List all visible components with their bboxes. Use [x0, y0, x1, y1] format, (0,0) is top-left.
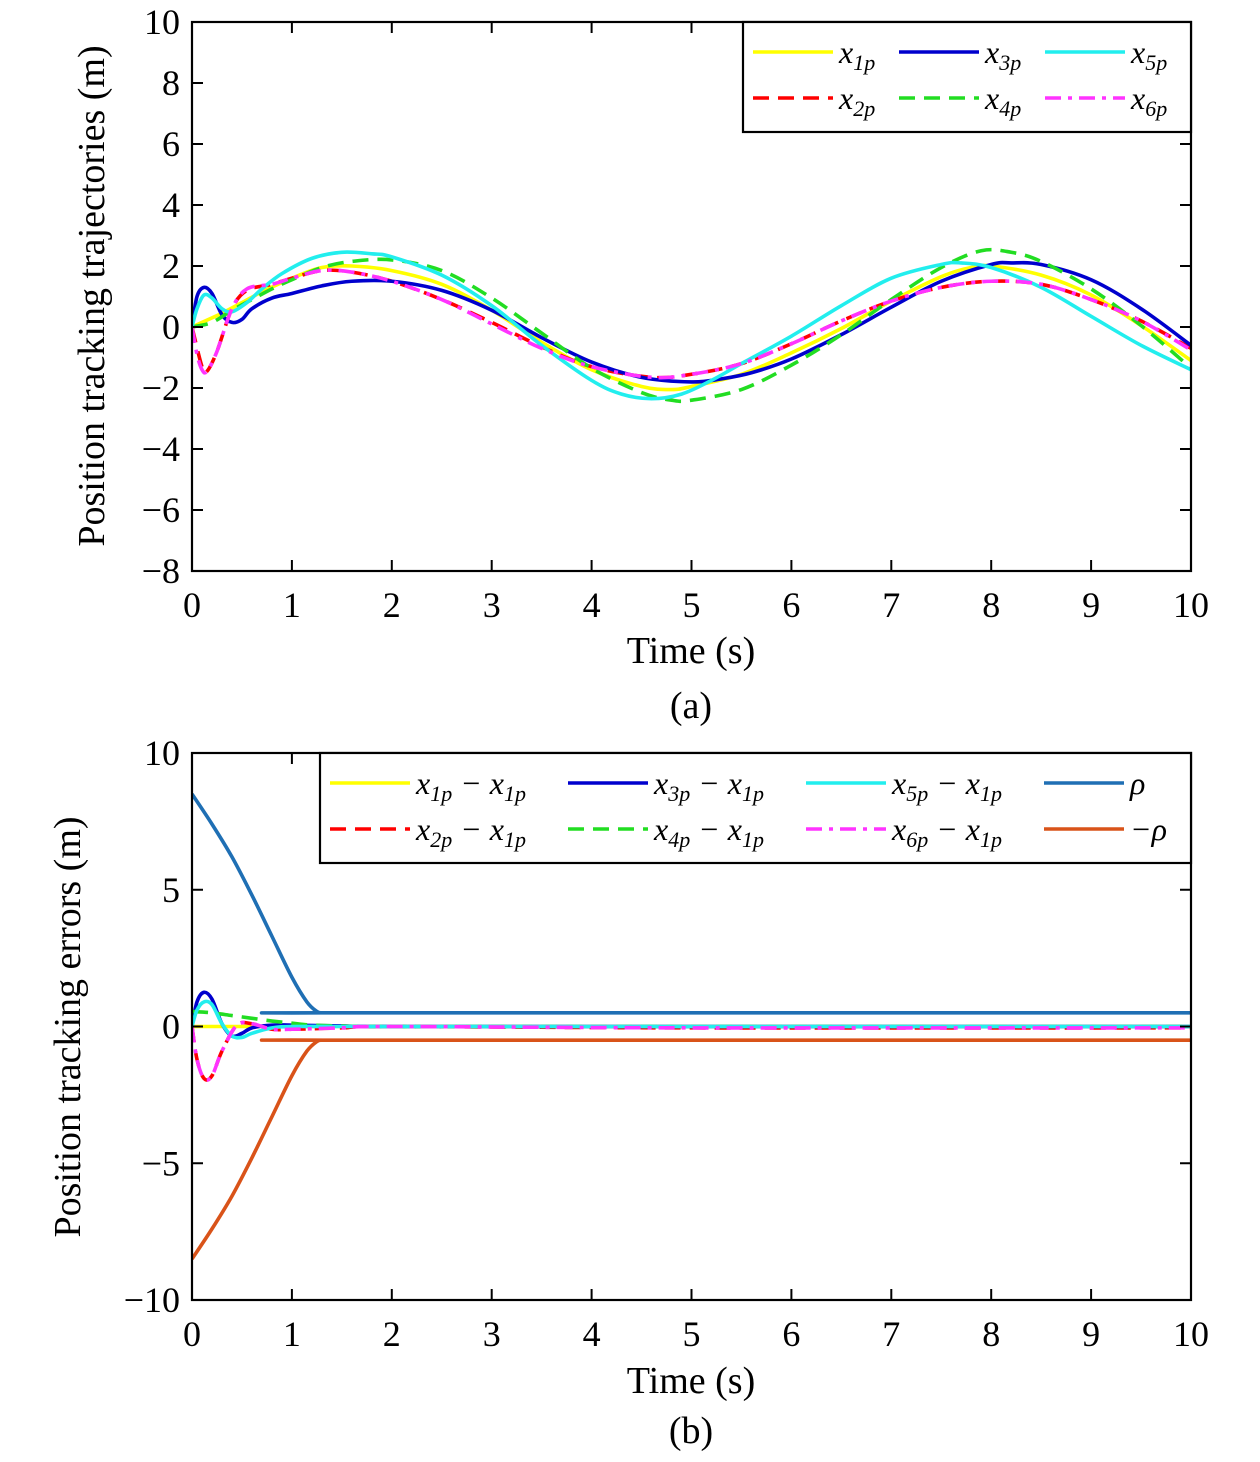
y-tick-label: 6	[162, 124, 180, 164]
x-tick-label: 10	[1173, 1314, 1209, 1354]
y-tick-label: 10	[144, 733, 180, 773]
x-tick-label: 0	[183, 585, 201, 625]
legend-label: x3p	[984, 34, 1021, 75]
y-tick-label: −8	[142, 551, 180, 591]
plot-area-a	[192, 247, 1191, 404]
plot-area-b	[192, 793, 1191, 1260]
legend-label: x5p − x1p	[891, 765, 1002, 806]
caption-b: (b)	[669, 1410, 713, 1452]
legend-label: x4p − x1p	[653, 811, 764, 852]
x-tick-label: 7	[882, 585, 900, 625]
x-tick-label: 4	[583, 585, 601, 625]
x-tick-label: 4	[583, 1314, 601, 1354]
caption-a: (a)	[670, 685, 712, 727]
legend-label: x3p − x1p	[653, 765, 764, 806]
legend-b: x1p − x1p x2p − x1p x3p − x1p x4p − x1p x5p …	[318, 751, 1193, 865]
x-tick-label: 1	[283, 1314, 301, 1354]
y-axis-label-a: Position tracking trajectories (m)	[71, 45, 113, 546]
legend-box	[318, 751, 1193, 865]
y-tick-label: 4	[162, 185, 180, 225]
legend-label: x6p	[1130, 80, 1167, 121]
x-tick-label: 9	[1082, 1314, 1100, 1354]
legend-label: x2p − x1p	[415, 811, 526, 852]
x-tick-label: 10	[1173, 585, 1209, 625]
legend-a: x1p x2p x3p x4p x5p x6p	[741, 20, 1193, 134]
x-tick-label: 8	[982, 585, 1000, 625]
x-tick-label: 6	[782, 1314, 800, 1354]
series-line-b-6	[192, 1020, 1191, 1082]
series-line-a-3	[192, 260, 1191, 384]
x-tick-label: 5	[683, 1314, 701, 1354]
y-tick-label: −6	[142, 490, 180, 530]
series-line-b-8	[192, 1038, 1191, 1260]
x-tick-label: 3	[483, 585, 501, 625]
legend-label: ρ	[1129, 765, 1145, 801]
legend-label: x1p − x1p	[415, 765, 526, 806]
panel-b: 0 1 2 3 4 5 6 7 8 9 10 10 5 0 −5 −10 x1p − x1p x2p − x1p…	[47, 733, 1209, 1452]
x-tick-label: 7	[882, 1314, 900, 1354]
x-tick-label: 9	[1082, 585, 1100, 625]
x-tick-label: 3	[483, 1314, 501, 1354]
y-tick-label: −5	[142, 1143, 180, 1183]
ticks-a: 0 1 2 3 4 5 6 7 8 9 10 10 8 6 4 2 0 −2 −4 −6 −8	[142, 2, 1209, 625]
y-tick-label: 2	[162, 246, 180, 286]
ticks-b: 0 1 2 3 4 5 6 7 8 9 10 10 5 0 −5 −10	[124, 733, 1209, 1354]
y-tick-label: −10	[124, 1280, 180, 1320]
series-line-b-2	[192, 1020, 1191, 1082]
legend-label: x4p	[984, 80, 1021, 121]
x-tick-label: 5	[683, 585, 701, 625]
y-tick-label: 0	[162, 1007, 180, 1047]
y-tick-label: −2	[142, 368, 180, 408]
legend-label: x5p	[1130, 34, 1167, 75]
panel-a: 0 1 2 3 4 5 6 7 8 9 10 10 8 6 4 2 0 −2 −4 −6 −8 x1p x2p x3p x4p…	[71, 2, 1209, 727]
legend-box	[741, 20, 1193, 134]
x-tick-label: 2	[383, 1314, 401, 1354]
legend-label: x2p	[838, 80, 875, 121]
y-axis-label-b: Position tracking errors (m)	[47, 816, 89, 1237]
y-tick-label: −4	[142, 429, 180, 469]
y-tick-label: 0	[162, 307, 180, 347]
series-line-b-7	[192, 793, 1191, 1015]
y-tick-label: 10	[144, 2, 180, 42]
x-tick-label: 2	[383, 585, 401, 625]
x-tick-label: 0	[183, 1314, 201, 1354]
x-axis-label-a: Time (s)	[627, 630, 755, 672]
x-tick-label: 6	[782, 585, 800, 625]
series-line-a-5	[192, 250, 1191, 401]
y-tick-label: 8	[162, 63, 180, 103]
x-tick-label: 1	[283, 585, 301, 625]
legend-label: −ρ	[1130, 811, 1167, 847]
legend-label: x1p	[838, 34, 875, 75]
x-axis-label-b: Time (s)	[627, 1360, 755, 1402]
x-tick-label: 8	[982, 1314, 1000, 1354]
series-line-a-4	[192, 247, 1191, 404]
series-line-b-5	[192, 999, 1191, 1040]
legend-label: x6p − x1p	[891, 811, 1002, 852]
y-tick-label: 5	[162, 870, 180, 910]
